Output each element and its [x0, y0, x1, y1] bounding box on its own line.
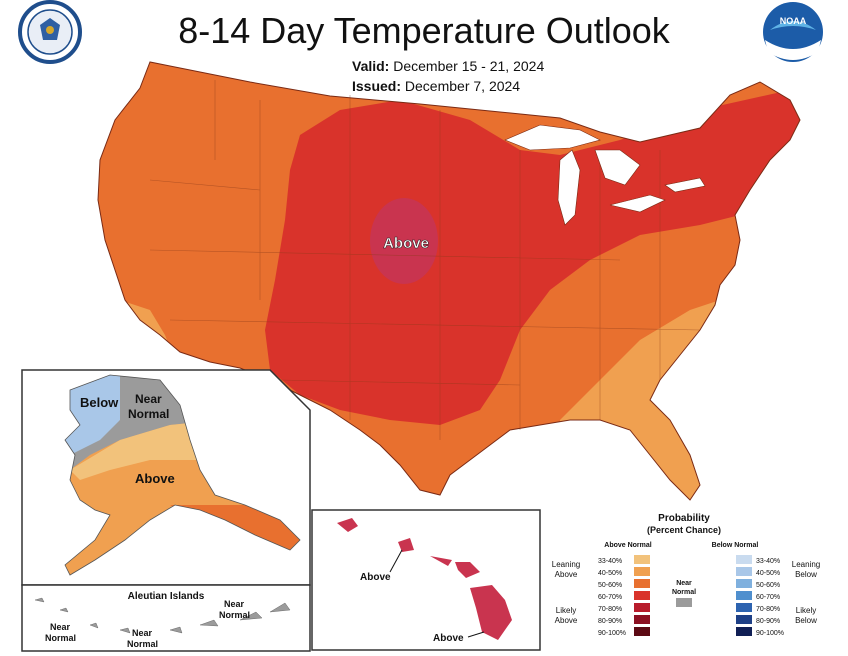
- legend-above-bin-0: 33-40%: [598, 558, 622, 565]
- aleutian-near-label-a2: Normal: [45, 633, 76, 643]
- aleutian-near-label-b2: Normal: [127, 639, 158, 649]
- alaska-inset: Below Near Normal Above: [21, 369, 311, 586]
- legend-near-swatch: [676, 598, 692, 607]
- legend-near-2: Normal: [672, 589, 696, 596]
- legend-below-swatch-6: [736, 627, 752, 636]
- legend-below-bin-1: 40-50%: [756, 570, 780, 577]
- map-title: 8-14 Day Temperature Outlook: [178, 10, 670, 51]
- legend-above-header: Above Normal: [604, 542, 652, 549]
- alaska-below-label: Below: [80, 395, 119, 410]
- legend-above-bin-5: 80-90%: [598, 618, 622, 625]
- legend-above-swatch-4: [634, 603, 650, 612]
- legend-near-1: Near: [676, 580, 692, 587]
- legend-below-bin-0: 33-40%: [756, 558, 780, 565]
- doc-seal-logo: [18, 0, 82, 64]
- legend-above-swatches: 33-40% 40-50% 50-60% 60-70% 70-80% 80-90% 90-1…: [598, 555, 650, 637]
- valid-dates: Valid: December 15 - 21, 2024: [352, 58, 544, 74]
- aleutian-inset: Aleutian Islands Near Normal Near Normal…: [21, 584, 311, 652]
- legend-below-bin-6: 90-100%: [756, 630, 784, 637]
- legend-below-swatch-5: [736, 615, 752, 624]
- leaning-below-1: Leaning: [792, 560, 820, 569]
- great-lakes: [504, 124, 706, 226]
- legend-below-bin-5: 80-90%: [756, 618, 780, 625]
- legend-below-bin-4: 70-80%: [756, 606, 780, 613]
- legend-above-swatch-2: [634, 579, 650, 588]
- hawaii-above-label-1: Above: [360, 572, 391, 583]
- leaning-above-2: Above: [555, 570, 578, 579]
- legend-above-swatch-3: [634, 591, 650, 600]
- conus-above-label: Above: [383, 235, 429, 252]
- issued-label: Issued:: [352, 78, 402, 94]
- legend-below-swatch-0: [736, 555, 752, 564]
- legend-below-swatch-4: [736, 603, 752, 612]
- hawaii-inset: Above Above: [311, 509, 541, 651]
- legend-above-bin-2: 50-60%: [598, 582, 622, 589]
- state-boundaries: [149, 80, 701, 440]
- legend-above-bin-6: 90-100%: [598, 630, 626, 637]
- legend-above-swatch-0: [634, 555, 650, 564]
- alaska-above-label: Above: [135, 471, 175, 486]
- aleutian-near-label-a1: Near: [50, 622, 71, 632]
- legend-above-swatch-5: [634, 615, 650, 624]
- legend-below-bin-3: 60-70%: [756, 594, 780, 601]
- likely-above-2: Above: [555, 616, 578, 625]
- alaska-below-zone: [65, 375, 140, 460]
- likely-above-1: Likely: [556, 606, 576, 615]
- alaska-normal-label: Normal: [128, 407, 169, 421]
- legend-subtitle: (Percent Chance): [647, 525, 721, 535]
- probability-legend: Probability (Percent Chance) Above Norma…: [552, 513, 820, 637]
- legend-below-swatch-2: [736, 579, 752, 588]
- legend-below-swatch-1: [736, 567, 752, 576]
- aleutian-near-label-b1: Near: [132, 628, 153, 638]
- likely-below-2: Below: [795, 616, 817, 625]
- aleutian-title: Aleutian Islands: [128, 591, 205, 602]
- legend-title: Probability: [658, 513, 710, 524]
- legend-above-bin-4: 70-80%: [598, 606, 622, 613]
- noaa-logo-text: NOAA: [780, 16, 807, 26]
- legend-below-swatches: 33-40% 40-50% 50-60% 60-70% 70-80% 80-90% 90-1…: [736, 555, 784, 637]
- legend-above-bin-1: 40-50%: [598, 570, 622, 577]
- legend-below-swatch-3: [736, 591, 752, 600]
- issued-date: Issued: December 7, 2024: [352, 78, 520, 94]
- likely-below-1: Likely: [796, 606, 816, 615]
- legend-below-bin-2: 50-60%: [756, 582, 780, 589]
- legend-above-swatch-6: [634, 627, 650, 636]
- alaska-near-label: Near: [135, 392, 162, 406]
- legend-above-bin-3: 60-70%: [598, 594, 622, 601]
- issued-value: December 7, 2024: [404, 78, 521, 94]
- central-60-70-zone: [265, 90, 800, 425]
- legend-below-header: Below Normal: [712, 542, 759, 549]
- legend-above-swatch-1: [634, 567, 650, 576]
- noaa-logo: NOAA: [763, 2, 823, 62]
- leaning-above-1: Leaning: [552, 560, 580, 569]
- valid-value: December 15 - 21, 2024: [393, 58, 545, 74]
- hawaii-above-label-2: Above: [433, 633, 464, 644]
- leaning-below-2: Below: [795, 570, 817, 579]
- nebraska-70-80-zone: [370, 198, 438, 284]
- aleutian-near-label-c1: Near: [224, 599, 245, 609]
- aleutian-near-label-c2: Normal: [219, 610, 250, 620]
- aleutian-islands-shapes: [34, 597, 291, 634]
- valid-label: Valid:: [352, 58, 390, 74]
